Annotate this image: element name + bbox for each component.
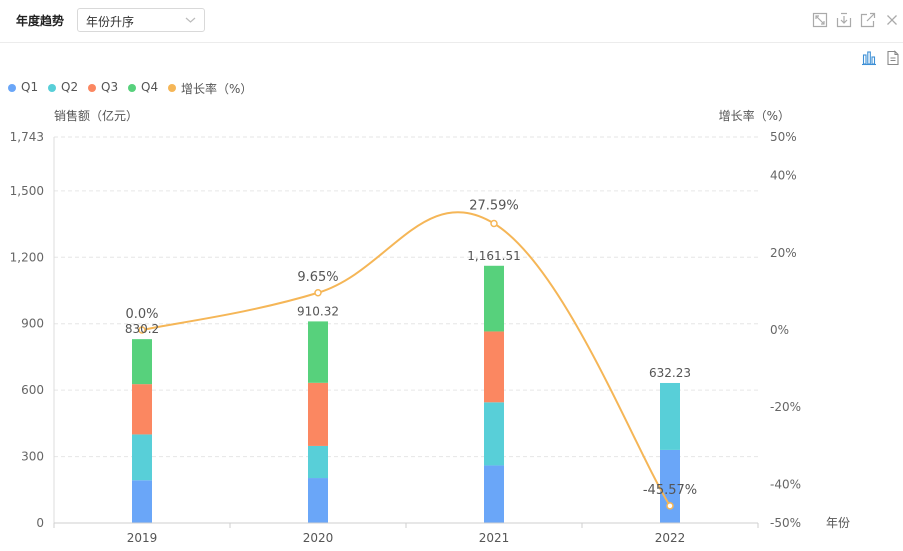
close-icon[interactable] bbox=[884, 12, 900, 28]
growth-point bbox=[138, 326, 146, 334]
bar-total-label: 632.23 bbox=[649, 366, 691, 380]
y-left-tick-label: 1,743 bbox=[10, 130, 44, 144]
y-right-tick-label: 0% bbox=[770, 323, 789, 337]
legend-dot-q4 bbox=[128, 84, 136, 92]
legend-label-q1: Q1 bbox=[21, 80, 39, 94]
bar-chart-icon[interactable] bbox=[861, 50, 877, 66]
download-icon[interactable] bbox=[836, 12, 852, 28]
bar-q2 bbox=[484, 402, 504, 466]
bar-q4 bbox=[308, 321, 328, 383]
legend-dot-q2 bbox=[48, 84, 56, 92]
sort-select-value: 年份升序 bbox=[86, 15, 135, 29]
y-right-tick-label: -40% bbox=[770, 477, 801, 491]
y-left-tick-label: 300 bbox=[21, 450, 44, 464]
bar-q1 bbox=[660, 449, 680, 523]
bar-q3 bbox=[132, 384, 152, 435]
y-right-tick-label: -20% bbox=[770, 400, 801, 414]
bar-q2 bbox=[308, 445, 328, 479]
y-right-tick-label: 50% bbox=[770, 130, 797, 144]
y-right-tick-label: 20% bbox=[770, 246, 797, 260]
growth-label: -45.57% bbox=[643, 483, 697, 498]
x-tick-label: 2022 bbox=[655, 531, 686, 545]
y-left-tick-label: 1,500 bbox=[10, 184, 44, 198]
sort-select[interactable]: 年份升序 bbox=[77, 8, 205, 32]
bar-q3 bbox=[484, 331, 504, 403]
bar-q4 bbox=[132, 339, 152, 385]
bar-total-label: 1,161.51 bbox=[467, 249, 520, 263]
open-external-icon[interactable] bbox=[860, 12, 876, 28]
chart-header: 年度趋势 年份升序 bbox=[0, 0, 903, 43]
bar-q1 bbox=[484, 465, 504, 523]
legend-label-growth: 增长率（%） bbox=[181, 82, 253, 96]
bar-q1 bbox=[308, 478, 328, 523]
chart-title: 年度趋势 bbox=[16, 14, 65, 28]
fullscreen-icon[interactable] bbox=[812, 12, 828, 28]
y-left-tick-label: 600 bbox=[21, 383, 44, 397]
legend-dot-q1 bbox=[8, 84, 16, 92]
growth-label: 27.59% bbox=[469, 199, 519, 214]
y-left-tick-label: 1,200 bbox=[10, 250, 44, 264]
bar-q1 bbox=[132, 480, 152, 523]
y-right-axis-title: 增长率（%） bbox=[719, 108, 790, 123]
bar-q2 bbox=[132, 434, 152, 481]
x-axis-title: 年份 bbox=[826, 516, 850, 530]
growth-point bbox=[490, 219, 498, 228]
growth-point bbox=[666, 502, 674, 510]
legend-label-q3: Q3 bbox=[101, 80, 119, 94]
bar-q4 bbox=[484, 265, 504, 332]
legend-dot-q3 bbox=[88, 84, 96, 92]
chevron-down-icon bbox=[185, 17, 196, 23]
growth-point bbox=[314, 289, 322, 297]
legend-label-q4: Q4 bbox=[141, 80, 159, 94]
y-left-axis-title: 销售额（亿元） bbox=[54, 108, 138, 123]
x-tick-label: 2021 bbox=[479, 531, 510, 545]
x-tick-label: 2019 bbox=[127, 531, 158, 545]
document-icon[interactable] bbox=[885, 50, 901, 66]
growth-label: 9.65% bbox=[297, 270, 338, 285]
growth-line bbox=[141, 211, 671, 507]
legend-label-q2: Q2 bbox=[61, 80, 79, 94]
bar-q2 bbox=[660, 382, 680, 450]
legend-dot-growth bbox=[168, 84, 176, 92]
y-left-tick-label: 900 bbox=[21, 317, 44, 331]
bar-total-label: 830.2 bbox=[125, 322, 159, 336]
x-tick-label: 2020 bbox=[303, 531, 334, 545]
bar-total-label: 910.32 bbox=[297, 304, 339, 318]
bar-q3 bbox=[308, 382, 328, 446]
y-left-tick-label: 0 bbox=[36, 516, 44, 530]
y-right-tick-label: 40% bbox=[770, 169, 797, 183]
y-right-tick-label: -50% bbox=[770, 516, 801, 530]
growth-label: 0.0% bbox=[125, 307, 158, 322]
